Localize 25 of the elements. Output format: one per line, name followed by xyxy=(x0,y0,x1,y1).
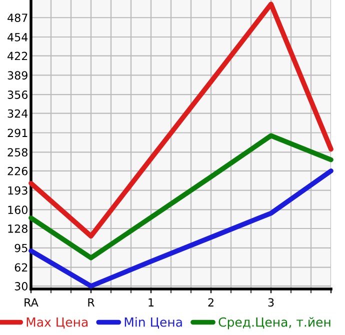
y-tick-label: 30 xyxy=(14,282,28,290)
x-tick-label: R xyxy=(88,298,95,306)
y-tick-label: 128 xyxy=(8,224,28,233)
y-tick-label: 258 xyxy=(8,148,28,157)
y-tick-label: 324 xyxy=(8,109,28,118)
y-tick-label: 454 xyxy=(8,33,28,42)
line-series xyxy=(28,2,334,239)
legend-label: Max Цена xyxy=(26,318,88,329)
y-tick-label: 193 xyxy=(8,186,28,195)
y-tick-label: 422 xyxy=(8,52,28,60)
y-tick-label: 95 xyxy=(14,244,28,252)
line-series xyxy=(28,133,334,260)
x-tick-label: 2 xyxy=(208,298,214,306)
y-tick-label: 160 xyxy=(8,206,28,214)
x-tick-label: RA xyxy=(24,298,38,306)
legend-label: Min Цена xyxy=(124,317,182,329)
y-tick-label: 291 xyxy=(8,128,28,138)
x-tick-label: 1 xyxy=(148,298,154,306)
x-tick-label: 3 xyxy=(268,298,274,307)
y-tick-label: 389 xyxy=(8,71,28,80)
legend-label: Сред.Цена, т.йен xyxy=(218,317,330,330)
y-tick-label: 62 xyxy=(14,263,28,272)
y-tick-label: 356 xyxy=(8,90,28,99)
y-tick-label: 226 xyxy=(8,166,28,176)
y-tick-label: 487 xyxy=(8,14,28,22)
